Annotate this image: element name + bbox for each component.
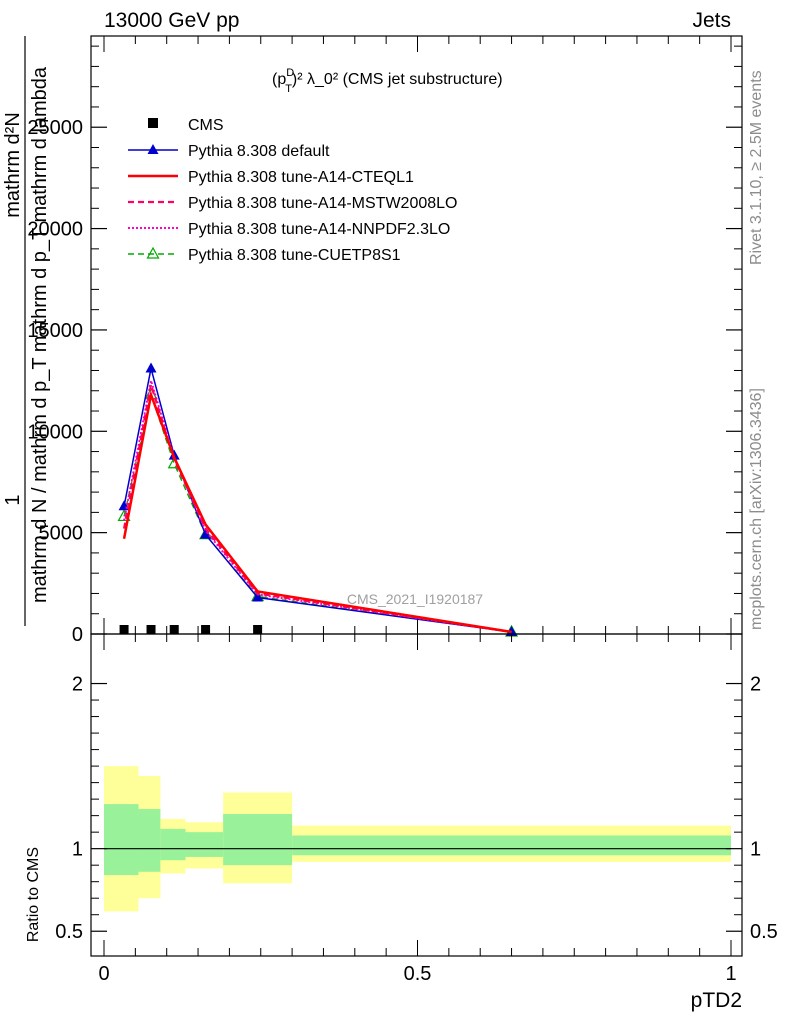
- main-y-axis: 0 5000 10000 15000 20000 25000: [27, 45, 742, 646]
- ratio-y-axis: 0.5 0.5 1 1 2 2: [55, 674, 778, 944]
- ratio-bands: [104, 766, 731, 912]
- legend-label-cms: CMS: [188, 117, 224, 134]
- data-point-cms: [146, 625, 156, 634]
- legend-entry-cms: CMS: [148, 117, 224, 134]
- ratio-panel: 0.5 0.51 12 2 0 0.5 1 Ratio to CMS pTD2: [25, 633, 778, 1012]
- data-point-cms: [253, 625, 263, 634]
- legend-entry-mstw: Pythia 8.308 tune-A14-MSTW2008LO: [128, 195, 457, 212]
- data-point-default: [200, 528, 212, 539]
- rivet-label: Rivet 3.1.10, ≥ 2.5M events: [748, 70, 765, 265]
- ratio-tick-label-right: 1: [750, 839, 761, 861]
- main-x-ticks: [103, 36, 732, 634]
- series-mstw: [122, 384, 512, 634]
- data-point-default: [252, 591, 264, 602]
- legend-entry-default: Pythia 8.308 default: [128, 143, 330, 160]
- series-line-mstw: [122, 384, 512, 634]
- legend-marker-cuetp: [146, 246, 160, 259]
- x-tick-label: 1: [725, 963, 736, 985]
- y-tick-label: 20000: [27, 219, 83, 241]
- ratio-band-inner: [104, 804, 139, 876]
- legend-entry-cuetp: Pythia 8.308 tune-CUETP8S1: [128, 246, 401, 264]
- legend-label-mstw: Pythia 8.308 tune-A14-MSTW2008LO: [188, 195, 457, 212]
- x-axis: 0 0.5 1: [98, 634, 737, 985]
- data-point-cms: [201, 625, 211, 634]
- series-line-cteql1: [122, 390, 512, 634]
- legend-label-nnpdf: Pythia 8.308 tune-A14-NNPDF2.3LO: [188, 221, 450, 238]
- y-tick-label: 25000: [27, 117, 83, 139]
- x-tick-label: 0.5: [404, 963, 432, 985]
- ratio-band-inner: [185, 832, 224, 857]
- legend-marker-default: [147, 144, 159, 154]
- y-tick-label: 15000: [27, 320, 83, 342]
- ratio-tick-label: 0.5: [55, 921, 83, 943]
- data-point-cms: [169, 625, 179, 634]
- ratio-frame: [90, 633, 743, 957]
- main-panel: 0 5000 10000 15000 20000 25000 CMS_2021_I1920…: [27, 35, 743, 646]
- y-tick-label: 0: [72, 624, 83, 646]
- watermark: CMS_2021_I1920187: [347, 591, 483, 607]
- legend-label-default: Pythia 8.308 default: [188, 143, 330, 160]
- ratio-y-label: Ratio to CMS: [25, 847, 42, 942]
- ratio-band-inner: [138, 809, 161, 872]
- x-axis-label: pTD2: [691, 989, 742, 1012]
- ylabel-denominator: mathrm d N / mathrm d p_T mathrm d p_T m…: [29, 66, 51, 603]
- series-cteql1: [122, 390, 512, 634]
- ratio-band-inner: [160, 828, 186, 861]
- series-layer: [117, 362, 519, 637]
- legend-label-cuetp: Pythia 8.308 tune-CUETP8S1: [188, 247, 401, 264]
- legend-entry-cteql1: Pythia 8.308 tune-A14-CTEQL1: [128, 169, 414, 186]
- ratio-tick-label-right: 0.5: [750, 921, 778, 943]
- ratio-tick-label: 2: [72, 674, 83, 696]
- ratio-tick-label: 1: [72, 839, 83, 861]
- plot-title: (pD T)² λ_0² (CMS jet substructure): [272, 67, 503, 95]
- mcplots-label: mcplots.cern.ch [arXiv:1306.3436]: [748, 388, 765, 630]
- legend-label-cteql1: Pythia 8.308 tune-A14-CTEQL1: [188, 169, 414, 186]
- legend-entry-nnpdf: Pythia 8.308 tune-A14-NNPDF2.3LO: [128, 221, 450, 238]
- energy-label: 13000 GeV pp: [104, 9, 239, 32]
- series-cms: [119, 625, 263, 634]
- main-y-label: 1 mathrm d N / mathrm d p_T mathrm d p_T…: [2, 36, 51, 626]
- data-point-cms: [119, 625, 129, 634]
- ratio-band-inner: [292, 835, 731, 856]
- ylabel-numerator-1: 1: [2, 494, 24, 505]
- y-tick-label: 5000: [39, 523, 84, 545]
- ratio-tick-label-right: 2: [750, 674, 761, 696]
- data-point-default: [145, 362, 157, 373]
- process-label: Jets: [692, 9, 731, 32]
- legend: CMS Pythia 8.308 default Pythia 8.308 tune…: [128, 117, 457, 264]
- y-tick-label: 10000: [27, 421, 83, 443]
- x-tick-label: 0: [98, 963, 109, 985]
- ylabel-numerator-2: mathrm d²N: [2, 112, 24, 218]
- ratio-band-inner: [223, 813, 293, 866]
- legend-marker-cms: [148, 118, 158, 128]
